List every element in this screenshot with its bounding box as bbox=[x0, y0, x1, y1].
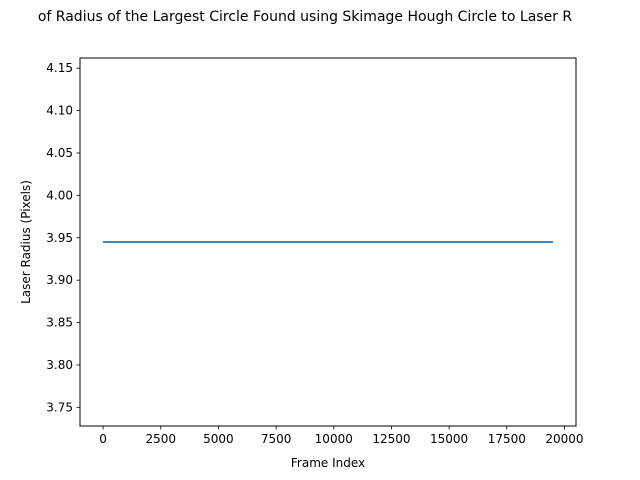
y-axis-label: Laser Radius (Pixels) bbox=[19, 180, 33, 304]
y-tick-label: 3.75 bbox=[46, 400, 73, 414]
y-tick-label: 3.85 bbox=[46, 316, 73, 330]
y-tick-label: 4.00 bbox=[46, 188, 73, 202]
x-tick-label: 15000 bbox=[430, 432, 468, 446]
y-tick-label: 4.05 bbox=[46, 146, 73, 160]
x-tick-label: 10000 bbox=[315, 432, 353, 446]
y-tick-label: 3.80 bbox=[46, 358, 73, 372]
x-tick-label: 0 bbox=[99, 432, 107, 446]
plot-frame bbox=[79, 57, 577, 427]
y-tick-label: 3.90 bbox=[46, 273, 73, 287]
chart-title: of Radius of the Largest Circle Found us… bbox=[38, 9, 573, 25]
x-tick-label: 7500 bbox=[261, 432, 292, 446]
y-tick-label: 4.15 bbox=[46, 61, 73, 75]
y-tick-label: 3.95 bbox=[46, 231, 73, 245]
x-tick-label: 5000 bbox=[203, 432, 234, 446]
x-tick-label: 12500 bbox=[372, 432, 410, 446]
x-tick-label: 20000 bbox=[545, 432, 583, 446]
x-tick-label: 2500 bbox=[145, 432, 176, 446]
x-axis-ticks: 0 2500 5000 7500 10000 12500 15000 17500 20000 bbox=[99, 426, 584, 446]
x-axis-label: Frame Index bbox=[291, 456, 365, 470]
x-tick-label: 17500 bbox=[488, 432, 526, 446]
y-tick-label: 4.10 bbox=[46, 104, 73, 118]
y-axis-ticks: 3.75 3.80 3.85 3.90 3.95 4.00 4.05 4.10 4.15 bbox=[46, 61, 80, 414]
